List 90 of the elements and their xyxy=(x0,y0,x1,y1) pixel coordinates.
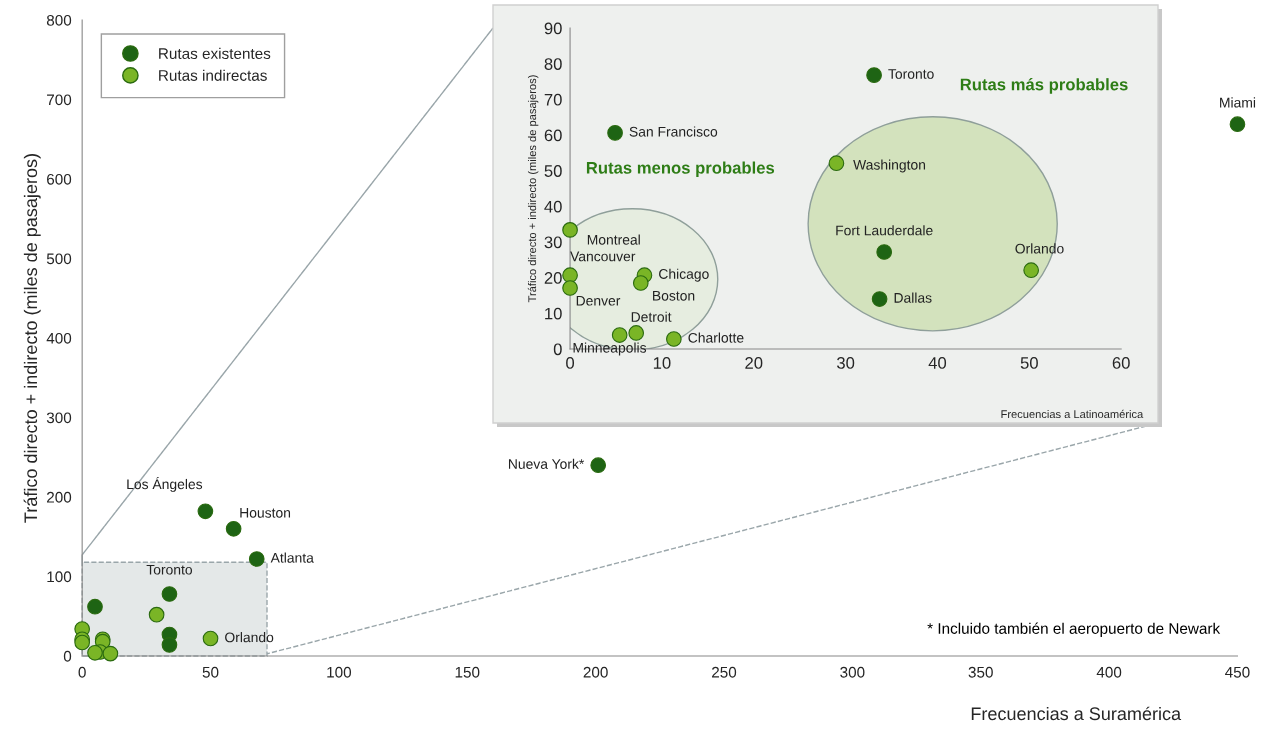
y-axis-title: Tráfico directo + indirecto (miles de pasajeros) xyxy=(527,75,539,303)
annotation: Toronto xyxy=(888,69,934,79)
annotation: Orlando xyxy=(225,632,274,643)
point xyxy=(590,457,607,474)
point xyxy=(248,551,265,567)
point xyxy=(87,644,103,661)
point xyxy=(102,645,119,662)
y-tick-label: 50 xyxy=(544,165,562,177)
point xyxy=(87,598,103,615)
annotation: Minneapolis xyxy=(573,342,647,356)
annotation: Rutas más probables xyxy=(960,77,1128,94)
point xyxy=(1023,262,1039,279)
annotation: Toronto xyxy=(146,564,193,575)
legend-label: Rutas indirectas xyxy=(159,69,267,81)
y-tick-label: 700 xyxy=(47,94,72,106)
x-axis-title: Frecuencias a Suramérica xyxy=(971,706,1182,721)
x-tick-label: 30 xyxy=(836,357,855,369)
point xyxy=(161,586,178,602)
x-tick-label: 10 xyxy=(653,357,671,369)
annotation: Rutas menos probables xyxy=(586,161,775,178)
x-tick-label: 300 xyxy=(840,666,865,678)
annotation: Fort Lauderdale xyxy=(836,225,933,236)
point xyxy=(666,331,682,347)
x-tick-label: 250 xyxy=(712,666,737,678)
x-tick-label: 350 xyxy=(968,666,993,678)
annotation: Houston xyxy=(240,508,291,518)
y-tick-label: 500 xyxy=(46,253,72,265)
y-tick-label: 200 xyxy=(47,491,72,503)
point xyxy=(611,327,628,343)
point xyxy=(197,503,214,520)
x-tick-label: 100 xyxy=(327,666,352,678)
x-tick-label: 400 xyxy=(1096,666,1122,678)
x-tick-label: 150 xyxy=(455,666,480,678)
y-tick-label: 90 xyxy=(544,22,562,35)
x-tick-label: 200 xyxy=(583,666,608,678)
point xyxy=(562,280,578,296)
annotation: Vancouver xyxy=(570,251,636,262)
point xyxy=(1229,116,1246,133)
x-tick-label: 50 xyxy=(202,666,219,678)
y-tick-label: 600 xyxy=(47,173,72,185)
point xyxy=(562,222,578,238)
annotation: * Incluido también el aeropuerto de Newark xyxy=(927,622,1221,637)
y-tick-label: 10 xyxy=(545,307,562,320)
y-tick-label: 30 xyxy=(544,236,562,249)
point xyxy=(607,125,623,141)
annotation: Miami xyxy=(1220,97,1256,108)
y-tick-label: 60 xyxy=(544,129,562,142)
x-tick-label: 20 xyxy=(745,357,763,369)
annotation: Detroit xyxy=(631,311,672,322)
y-tick-label: 80 xyxy=(544,58,562,70)
x-tick-label: 450 xyxy=(1225,666,1250,678)
annotation: Los Ángeles xyxy=(127,476,203,492)
x-tick-label: 0 xyxy=(566,357,575,369)
annotation: Dallas xyxy=(894,292,932,303)
annotation: Chicago xyxy=(659,268,709,282)
annotation: Boston xyxy=(653,290,695,301)
annotation: Denver xyxy=(576,295,621,306)
annotation: Charlotte xyxy=(688,332,744,343)
annotation: Washington xyxy=(853,159,926,173)
x-tick-label: 40 xyxy=(928,357,947,369)
point xyxy=(202,630,219,647)
y-tick-label: 70 xyxy=(544,93,562,106)
point xyxy=(632,275,649,291)
y-tick-label: 0 xyxy=(63,650,72,662)
point xyxy=(225,520,242,537)
annotation: Orlando xyxy=(1015,243,1064,254)
y-tick-label: 300 xyxy=(46,412,72,424)
x-axis-title: Frecuencias a Latinoamérica xyxy=(1001,409,1144,419)
point xyxy=(866,67,882,83)
x-tick-label: 0 xyxy=(78,666,86,678)
point xyxy=(871,291,888,307)
point xyxy=(876,244,893,260)
point xyxy=(828,155,845,172)
y-tick-label: 0 xyxy=(553,343,562,356)
annotation: Montreal xyxy=(587,234,640,245)
y-tick-label: 40 xyxy=(544,200,562,213)
y-axis-title: Tráfico directo + indirecto (miles de pasajeros) xyxy=(23,154,41,523)
y-tick-label: 100 xyxy=(47,571,72,583)
point xyxy=(161,637,178,653)
annotation: Atlanta xyxy=(270,552,314,563)
annotation: Nueva York* xyxy=(508,458,585,469)
annotation: San Francisco xyxy=(629,126,718,137)
y-tick-label: 20 xyxy=(544,272,562,284)
y-tick-label: 800 xyxy=(46,14,72,26)
y-tick-label: 400 xyxy=(46,332,72,344)
x-tick-label: 60 xyxy=(1112,357,1130,369)
legend-label: Rutas existentes xyxy=(159,47,271,59)
point xyxy=(148,606,165,623)
point xyxy=(628,325,645,341)
x-tick-label: 50 xyxy=(1020,357,1038,369)
